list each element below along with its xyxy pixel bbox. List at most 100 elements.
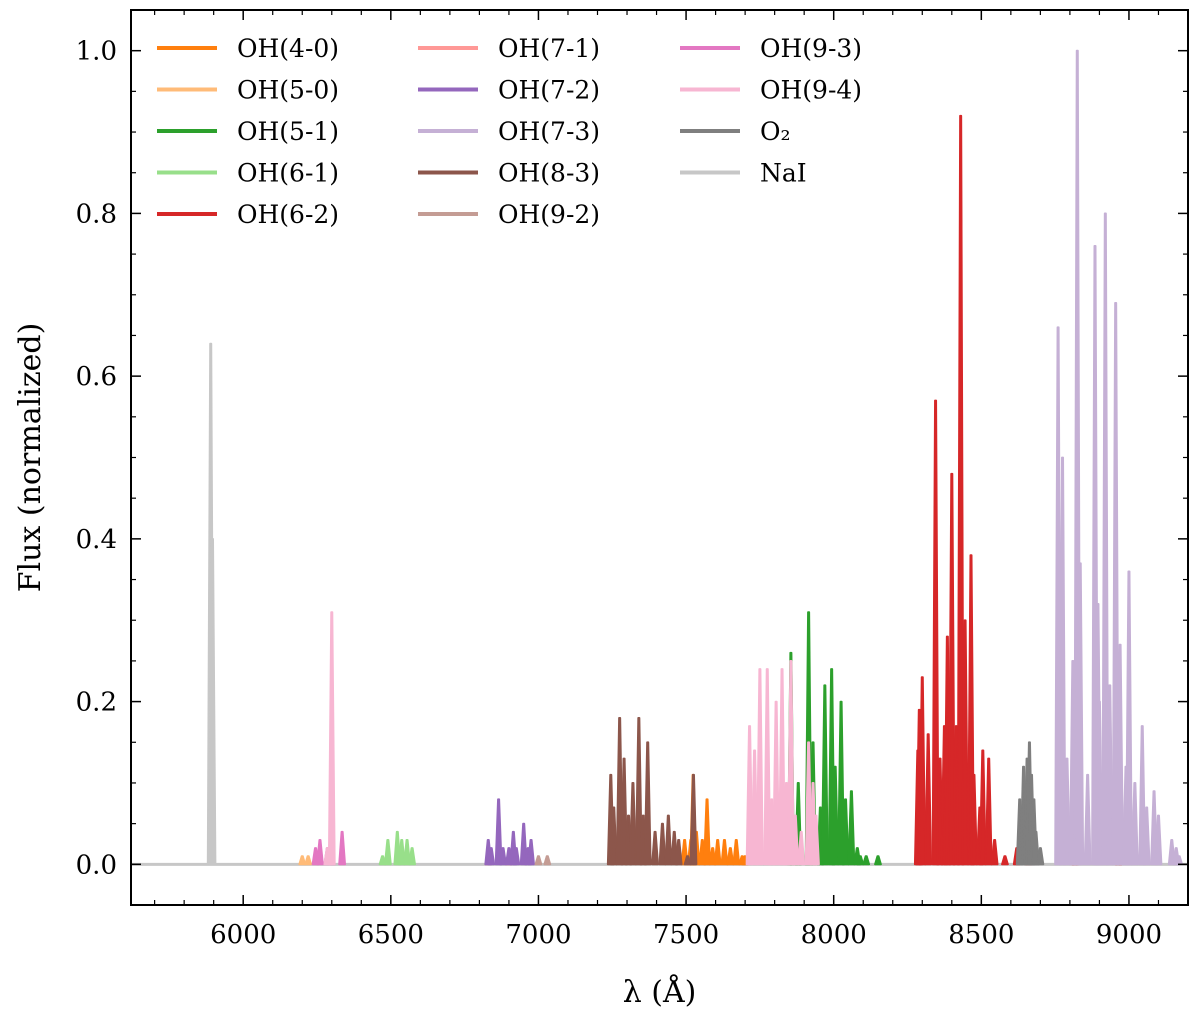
emission-line <box>487 847 496 866</box>
y-axis-label: Flux (normalized) <box>13 323 48 593</box>
emission-line <box>298 855 307 866</box>
emission-line <box>978 749 987 866</box>
emission-line <box>1095 700 1104 866</box>
emission-line <box>543 855 552 866</box>
emission-line <box>797 830 806 866</box>
y-tick-label: 0.2 <box>76 688 117 718</box>
emission-line <box>931 399 940 866</box>
emission-line <box>732 839 741 866</box>
emission-line <box>755 668 764 866</box>
legend-item: OH(4-0) <box>157 34 339 63</box>
emission-line <box>674 839 683 866</box>
emission-line <box>512 847 521 866</box>
emission-line <box>984 757 993 866</box>
emission-line <box>703 798 711 866</box>
legend-label: NaI <box>760 159 807 188</box>
legend-item: OH(7-2) <box>418 76 600 105</box>
legend-label: OH(9-4) <box>760 76 862 105</box>
emission-line <box>403 839 411 866</box>
emission-line <box>499 847 507 866</box>
emission-line <box>1001 855 1009 866</box>
emission-line <box>534 855 543 866</box>
series-oh-8-3- <box>606 716 698 866</box>
plot-content <box>131 49 1188 866</box>
legend-item: O₂ <box>680 117 791 146</box>
legend-item: OH(9-2) <box>418 200 600 229</box>
series-oh-9-4- <box>323 611 820 866</box>
emission-line <box>791 814 800 866</box>
emission-line <box>726 847 735 866</box>
emission-line <box>1036 847 1045 866</box>
emission-line <box>1076 562 1085 866</box>
series-o- <box>1015 741 1045 866</box>
legend-item: OH(8-3) <box>418 159 600 188</box>
legend-label: OH(7-2) <box>498 76 600 105</box>
x-tick-label: 8000 <box>801 920 867 950</box>
legend-label: OH(5-1) <box>237 117 339 146</box>
x-tick-label: 6500 <box>358 920 424 950</box>
series-oh-5-0- <box>298 855 313 866</box>
emission-line <box>1063 757 1071 866</box>
emission-line <box>378 855 387 866</box>
y-tick-label: 0.0 <box>76 850 117 880</box>
legend-label: OH(7-3) <box>498 117 600 146</box>
legend-item: OH(6-1) <box>157 159 339 188</box>
emission-line <box>664 814 673 866</box>
y-tick-label: 1.0 <box>76 37 117 67</box>
y-tick-label: 0.8 <box>76 199 117 229</box>
x-tick-label: 7000 <box>505 920 571 950</box>
emission-line <box>713 839 722 866</box>
emission-line <box>720 839 729 866</box>
legend-label: OH(5-0) <box>237 76 339 105</box>
legend-item: OH(9-4) <box>680 76 862 105</box>
emission-line <box>304 855 313 866</box>
emission-line <box>862 855 871 866</box>
emission-line <box>990 839 999 866</box>
emission-line <box>1083 773 1092 866</box>
emission-line <box>397 839 406 866</box>
emission-line <box>609 806 618 866</box>
legend-item: OH(7-1) <box>418 34 600 63</box>
emission-line <box>841 798 850 866</box>
y-tick-label: 0.6 <box>76 362 117 392</box>
legend-label: OH(8-3) <box>498 159 600 188</box>
series-oh-5-1- <box>786 611 882 866</box>
emission-line <box>812 814 820 866</box>
legend-label: OH(9-3) <box>760 34 862 63</box>
emission-line <box>1125 570 1133 866</box>
legend-label: OH(7-1) <box>498 34 600 63</box>
emission-line <box>408 847 416 866</box>
emission-line <box>874 855 882 866</box>
emission-line <box>683 855 692 866</box>
emission-line <box>924 733 933 866</box>
legend-item: OH(5-1) <box>157 117 339 146</box>
x-tick-label: 7500 <box>653 920 719 950</box>
series-oh-7-2- <box>484 798 535 866</box>
emission-line <box>689 773 698 866</box>
x-tick-label: 6000 <box>210 920 276 950</box>
emission-line <box>1130 782 1139 866</box>
legend: OH(4-0) OH(5-0) OH(5-1) OH(6-1) OH(6-2) OH(7-… <box>157 34 862 229</box>
axis-ticks: 6000 6500 7000 7500 8000 8500 9000 0.0 0.2 0.4 0.6… <box>76 9 1189 950</box>
emission-line <box>651 830 659 866</box>
emission-line <box>527 839 535 866</box>
legend-label: O₂ <box>760 117 791 146</box>
emission-line <box>918 676 927 866</box>
series-nai <box>206 342 217 866</box>
series-oh-6-1- <box>378 830 416 866</box>
series-oh-7-3- <box>1054 49 1184 866</box>
emission-line <box>1154 814 1163 866</box>
emission-line <box>383 839 392 866</box>
emission-line <box>1105 684 1114 866</box>
x-axis-label: λ (Å) <box>623 974 697 1010</box>
x-tick-label: 9000 <box>1096 920 1162 950</box>
emission-line <box>970 773 978 866</box>
emission-line <box>847 790 856 866</box>
legend-item: NaI <box>680 159 807 188</box>
legend-item: OH(7-3) <box>418 117 600 146</box>
emission-line <box>208 537 217 866</box>
emission-line <box>658 822 667 866</box>
emission-line <box>831 765 840 866</box>
emission-line <box>772 700 781 866</box>
